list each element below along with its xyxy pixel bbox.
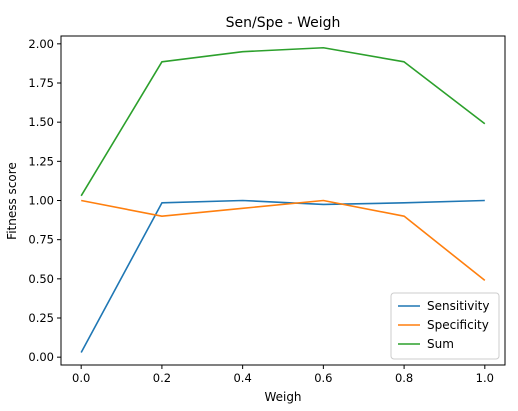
series-line-sum <box>80 46 486 197</box>
legend-label-specificity: Specificity <box>427 318 489 332</box>
legend-box <box>390 292 500 360</box>
x-tick-label: 0.6 <box>314 371 332 385</box>
x-tick-label: 1.0 <box>476 371 494 385</box>
x-tick-label: 0.4 <box>233 371 251 385</box>
series-line-specificity <box>81 199 486 282</box>
x-axis-label: Weigh <box>264 390 301 404</box>
y-tick-label: 0.75 <box>28 233 54 247</box>
x-tick-label: 0.0 <box>72 371 90 385</box>
y-tick-label: 0.25 <box>28 311 54 325</box>
y-tick-label: 2.00 <box>28 37 54 51</box>
x-tick-label: 0.2 <box>153 371 171 385</box>
chart-title: Sen/Spe - Weigh <box>226 15 341 31</box>
y-tick-label: 1.00 <box>28 194 54 208</box>
legend-label-sensitivity: Sensitivity <box>427 299 489 313</box>
y-tick-label: 1.25 <box>28 154 54 168</box>
y-axis-label: Fitness score <box>5 162 19 240</box>
series-line-sensitivity <box>80 199 485 353</box>
legend-label-sum: Sum <box>427 337 454 351</box>
x-tick-label: 0.8 <box>395 371 413 385</box>
legend: Sensitivity Specificity Sum <box>390 292 500 360</box>
y-tick-label: 0.00 <box>28 350 54 364</box>
y-tick-label: 0.50 <box>28 272 54 286</box>
y-tick-label: 1.75 <box>28 76 54 90</box>
y-tick-label: 1.50 <box>28 115 54 129</box>
